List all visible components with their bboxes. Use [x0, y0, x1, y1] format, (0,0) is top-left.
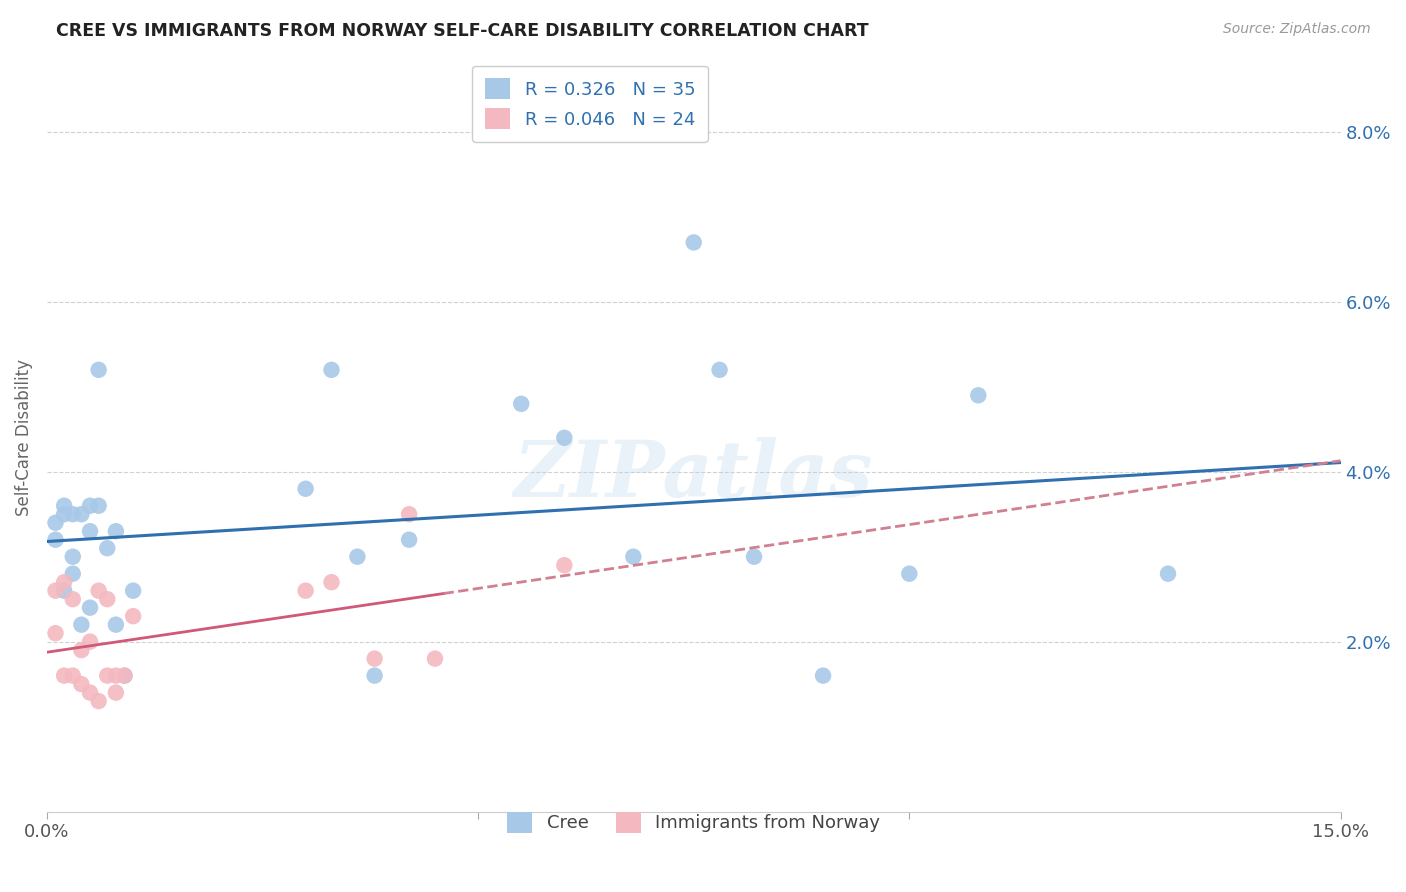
Point — [742, 549, 765, 564]
Point — [553, 431, 575, 445]
Point — [87, 363, 110, 377]
Point — [621, 549, 644, 564]
Y-axis label: Self-Care Disability: Self-Care Disability — [15, 359, 32, 516]
Point — [122, 609, 145, 624]
Point — [114, 668, 136, 682]
Point — [87, 499, 110, 513]
Point — [62, 549, 84, 564]
Point — [70, 677, 93, 691]
Point — [79, 524, 101, 539]
Point — [53, 507, 76, 521]
Point — [510, 397, 533, 411]
Point — [70, 643, 93, 657]
Legend: Cree, Immigrants from Norway: Cree, Immigrants from Norway — [496, 801, 891, 844]
Point — [104, 524, 127, 539]
Point — [96, 541, 118, 556]
Text: ZIPatlas: ZIPatlas — [515, 437, 873, 514]
Point — [898, 566, 921, 581]
Point — [79, 685, 101, 699]
Point — [44, 533, 66, 547]
Point — [53, 668, 76, 682]
Point — [53, 583, 76, 598]
Point — [294, 482, 316, 496]
Point — [423, 651, 446, 665]
Point — [553, 558, 575, 573]
Point — [321, 575, 343, 590]
Text: Source: ZipAtlas.com: Source: ZipAtlas.com — [1223, 22, 1371, 37]
Point — [398, 507, 420, 521]
Point — [44, 583, 66, 598]
Text: CREE VS IMMIGRANTS FROM NORWAY SELF-CARE DISABILITY CORRELATION CHART: CREE VS IMMIGRANTS FROM NORWAY SELF-CARE… — [56, 22, 869, 40]
Point — [53, 499, 76, 513]
Point — [398, 533, 420, 547]
Point — [682, 235, 704, 250]
Point — [87, 694, 110, 708]
Point — [79, 634, 101, 648]
Point — [1157, 566, 1180, 581]
Point — [62, 668, 84, 682]
Point — [967, 388, 990, 402]
Point — [346, 549, 368, 564]
Point — [79, 600, 101, 615]
Point — [122, 583, 145, 598]
Point — [96, 592, 118, 607]
Point — [62, 507, 84, 521]
Point — [87, 583, 110, 598]
Point — [114, 668, 136, 682]
Point — [96, 668, 118, 682]
Point — [363, 668, 385, 682]
Point — [44, 516, 66, 530]
Point — [709, 363, 731, 377]
Point — [44, 626, 66, 640]
Point — [104, 668, 127, 682]
Point — [104, 617, 127, 632]
Point — [811, 668, 834, 682]
Point — [62, 566, 84, 581]
Point — [321, 363, 343, 377]
Point — [79, 499, 101, 513]
Point — [62, 592, 84, 607]
Point — [53, 575, 76, 590]
Point — [294, 583, 316, 598]
Point — [70, 617, 93, 632]
Point — [70, 507, 93, 521]
Point — [363, 651, 385, 665]
Point — [104, 685, 127, 699]
